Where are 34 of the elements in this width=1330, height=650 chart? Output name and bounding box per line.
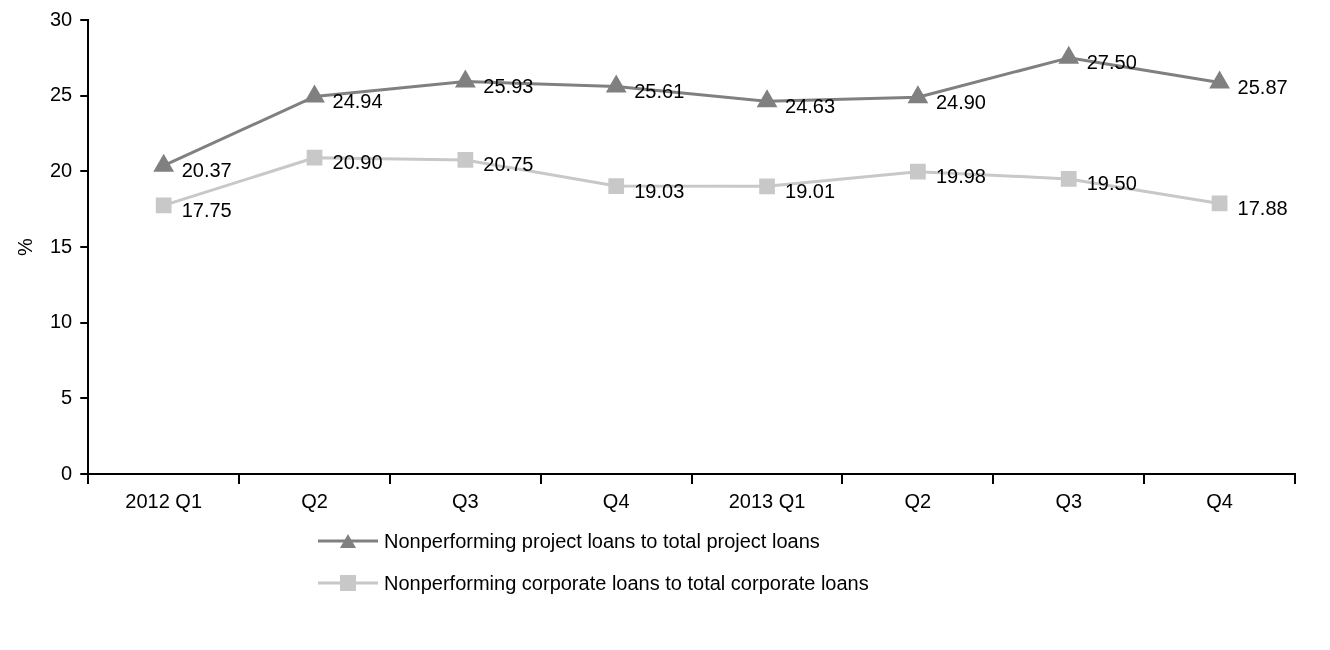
y-tick-label: 15 (50, 234, 73, 257)
data-label: 17.75 (181, 198, 232, 221)
legend-label: Nonperforming project loans to total project loans (384, 529, 820, 553)
x-tick-label: 2013 Q1 (728, 489, 806, 512)
data-label: 25.61 (634, 79, 685, 102)
data-label: 20.90 (332, 151, 383, 174)
x-tick-label: Q2 (904, 489, 932, 512)
x-tick-label: Q3 (1055, 489, 1083, 512)
data-label: 24.63 (785, 94, 836, 117)
data-label: 25.87 (1237, 76, 1288, 99)
data-label: 20.37 (181, 159, 232, 182)
data-label: 24.94 (332, 90, 383, 113)
data-label: 20.75 (483, 153, 534, 176)
data-label: 24.90 (935, 90, 986, 113)
y-axis-title: % (13, 237, 36, 256)
x-tick-label: 2012 Q1 (125, 489, 203, 512)
data-label: 19.98 (935, 165, 986, 188)
x-tick-label: Q3 (452, 489, 479, 512)
data-label: 27.50 (1086, 51, 1137, 74)
x-tick-label: Q4 (1206, 489, 1233, 512)
x-tick-label: Q2 (301, 489, 328, 512)
data-label: 19.03 (634, 179, 685, 202)
y-tick-label: 20 (50, 158, 73, 181)
y-tick-label: 10 (50, 310, 73, 333)
y-tick-label: 5 (61, 385, 73, 408)
y-tick-label: 25 (50, 83, 73, 106)
data-label: 25.93 (483, 75, 534, 98)
y-tick-label: 30 (50, 7, 73, 30)
legend-label: Nonperforming corporate loans to total corporate loans (384, 571, 869, 595)
data-label: 17.88 (1237, 196, 1288, 219)
x-tick-label: Q4 (602, 489, 630, 512)
data-label: 19.01 (785, 179, 836, 202)
y-tick-label: 0 (61, 461, 73, 484)
data-label: 19.50 (1086, 172, 1137, 195)
